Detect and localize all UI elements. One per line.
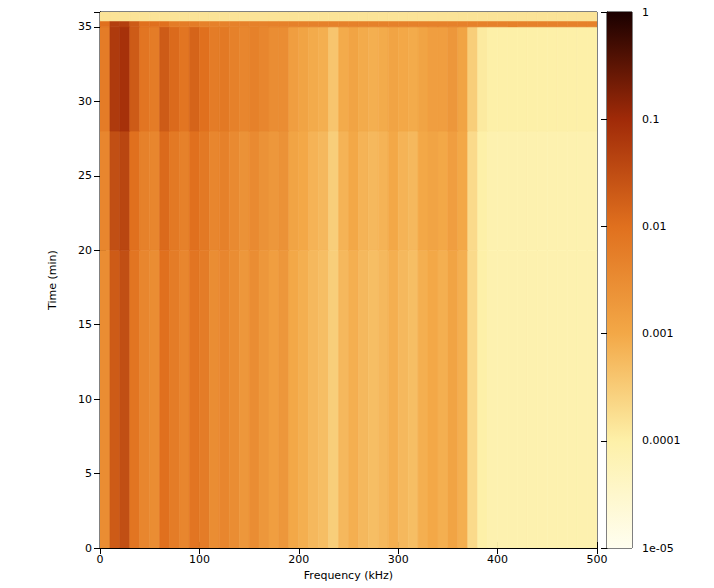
- svg-text:0.001: 0.001: [642, 327, 674, 340]
- svg-text:200: 200: [288, 553, 309, 566]
- svg-text:1: 1: [642, 6, 649, 19]
- svg-text:25: 25: [78, 169, 92, 182]
- svg-text:30: 30: [78, 95, 92, 108]
- svg-text:0: 0: [97, 553, 104, 566]
- svg-text:15: 15: [78, 318, 92, 331]
- svg-text:Time (min): Time (min): [46, 250, 59, 311]
- svg-text:1e-05: 1e-05: [642, 542, 674, 555]
- svg-text:0.0001: 0.0001: [642, 434, 681, 447]
- svg-text:35: 35: [78, 20, 92, 33]
- svg-text:100: 100: [189, 553, 210, 566]
- svg-text:0.01: 0.01: [642, 220, 667, 233]
- svg-text:Frequency (kHz): Frequency (kHz): [304, 569, 393, 582]
- svg-text:0: 0: [85, 542, 92, 555]
- svg-text:5: 5: [85, 467, 92, 480]
- svg-text:400: 400: [487, 553, 508, 566]
- svg-text:300: 300: [388, 553, 409, 566]
- svg-text:20: 20: [78, 244, 92, 257]
- svg-text:0.1: 0.1: [642, 113, 660, 126]
- svg-text:10: 10: [78, 393, 92, 406]
- svg-text:500: 500: [587, 553, 608, 566]
